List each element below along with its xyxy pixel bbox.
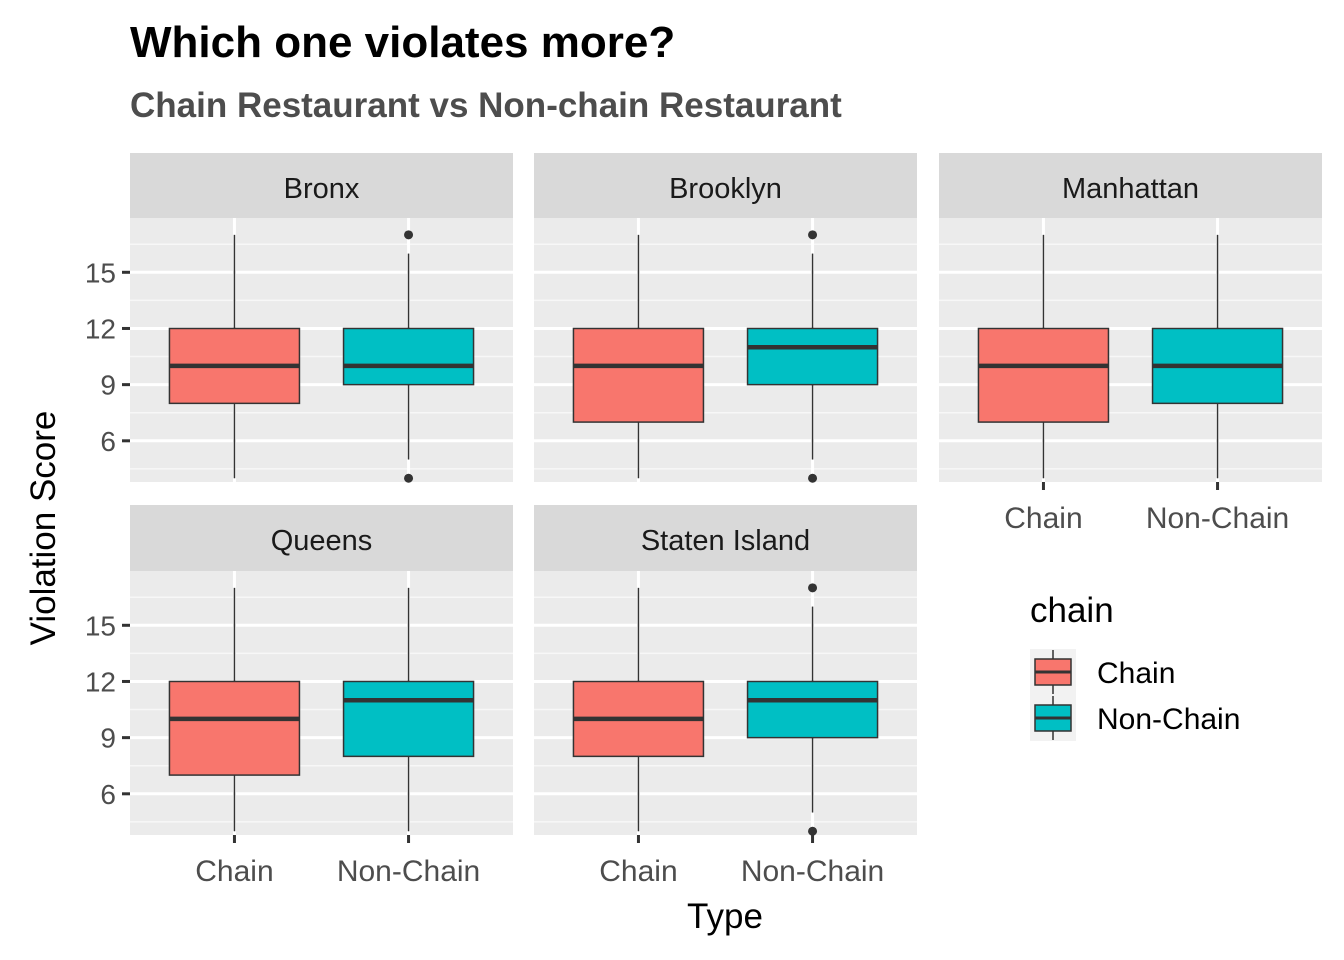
x-tick-label: Chain (599, 855, 677, 888)
box-iqr (342, 327, 475, 386)
panel-strip-label: Bronx (284, 173, 360, 205)
box-chain (168, 587, 301, 832)
box-non-chain (342, 230, 475, 483)
y-tick-label: 6 (100, 779, 116, 810)
panel-strip-label: Staten Island (641, 525, 810, 557)
outlier-point (808, 583, 818, 593)
x-axis-col-3: Chain Non-Chain (1004, 482, 1289, 535)
outlier-point (404, 473, 414, 483)
legend-title: chain (1030, 591, 1114, 630)
box-non-chain (746, 583, 879, 836)
box-chain (572, 234, 705, 479)
box-non-chain (342, 587, 475, 832)
legend-label: Chain (1097, 657, 1175, 690)
facet-panels: Bronx Brooklyn Manhattan Queens Staten Islan… (130, 153, 1322, 836)
box-iqr (572, 327, 705, 423)
panel-bronx: Bronx (130, 153, 513, 483)
panel-strip (130, 153, 513, 218)
box-iqr (746, 680, 879, 739)
legend-item-non-chain: Non-Chain (1030, 695, 1240, 741)
x-tick-label: Non-Chain (337, 855, 480, 888)
y-tick-label: 15 (85, 257, 116, 288)
x-axis-col-1: Chain Non-Chain (195, 835, 480, 888)
box-chain (572, 587, 705, 832)
x-axis-col-2: Chain Non-Chain (599, 835, 884, 888)
x-tick-label: Non-Chain (741, 855, 884, 888)
outlier-point (808, 473, 818, 483)
panel-strip (534, 153, 917, 218)
y-tick-label: 12 (85, 666, 116, 697)
panel-strip (939, 153, 1322, 218)
panel-manhattan: Manhattan (939, 153, 1322, 482)
panel-strip-label: Queens (271, 525, 373, 557)
legend: chain Chain Non-Chain (1030, 591, 1240, 741)
legend-label: Non-Chain (1097, 703, 1240, 736)
x-tick-label: Non-Chain (1146, 502, 1289, 535)
box-chain (977, 234, 1110, 479)
y-tick-label: 9 (100, 723, 116, 754)
chart-title: Which one violates more? (130, 18, 676, 67)
x-tick-label: Chain (1004, 502, 1082, 535)
chart-subtitle: Chain Restaurant vs Non-chain Restaurant (130, 86, 842, 125)
box-chain (168, 234, 301, 479)
box-iqr (977, 327, 1110, 423)
y-tick-label: 6 (100, 426, 116, 457)
y-axis-row-1: 6 9 12 15 (85, 257, 130, 457)
panel-strip (130, 505, 513, 571)
panel-queens: Queens (130, 505, 513, 835)
box-non-chain (746, 230, 879, 483)
outlier-point (808, 826, 818, 836)
panel-strip-label: Brooklyn (669, 173, 782, 205)
box-iqr (342, 680, 475, 758)
box-iqr (168, 680, 301, 776)
y-tick-label: 15 (85, 610, 116, 641)
legend-item-chain: Chain (1030, 649, 1175, 695)
box-non-chain (1151, 234, 1284, 479)
axes: 6 9 12 15 6 9 12 15 Chain Non-Chain Chain Non-Chain… (85, 257, 1289, 888)
panel-strip (534, 505, 917, 571)
x-axis-title: Type (687, 897, 763, 936)
outlier-point (808, 230, 818, 240)
outlier-point (404, 230, 414, 240)
y-tick-label: 12 (85, 313, 116, 344)
y-axis-row-2: 6 9 12 15 (85, 610, 130, 810)
box-iqr (746, 327, 879, 386)
y-axis-title: Violation Score (24, 411, 63, 646)
panel-brooklyn: Brooklyn (534, 153, 917, 483)
panel-strip-label: Manhattan (1062, 173, 1199, 205)
panel-staten-island: Staten Island (534, 505, 917, 836)
y-tick-label: 9 (100, 370, 116, 401)
x-tick-label: Chain (195, 855, 273, 888)
